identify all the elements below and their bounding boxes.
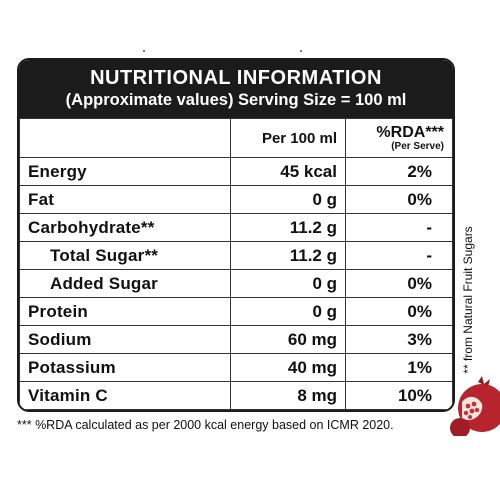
table-row: Protein 0 g 0%: [19, 297, 453, 326]
nutrient-per: 45 kcal: [230, 157, 346, 186]
label-title: NUTRITIONAL INFORMATION: [90, 67, 382, 89]
nutrient-name: Protein: [19, 297, 231, 326]
nutrient-rda: 0%: [345, 297, 453, 326]
nutrient-rda: 10%: [345, 381, 453, 410]
nutrient-name: Total Sugar**: [19, 241, 231, 270]
nutrient-per: 11.2 g: [230, 213, 346, 242]
header-per-100ml: Per 100 ml: [230, 118, 346, 158]
table-row: Total Sugar** 11.2 g -: [19, 241, 453, 270]
table-row: Carbohydrate** 11.2 g -: [19, 213, 453, 242]
speck-dot: [143, 50, 145, 52]
speck-dot: [300, 50, 302, 52]
table-row: Energy 45 kcal 2%: [19, 157, 453, 186]
nutrient-name: Energy: [19, 157, 231, 186]
nutrient-name: Added Sugar: [19, 269, 231, 298]
nutrient-name: Sodium: [19, 325, 231, 354]
nutrient-per: 0 g: [230, 269, 346, 298]
table-row: Potassium 40 mg 1%: [19, 353, 453, 382]
table-row: Added Sugar 0 g 0%: [19, 269, 453, 298]
header-rda-label: %RDA***: [376, 124, 444, 141]
nutrient-rda: 1%: [345, 353, 453, 382]
header-rda: %RDA*** (Per Serve): [345, 118, 453, 158]
label-header: NUTRITIONAL INFORMATION (Approximate val…: [19, 60, 453, 118]
rda-footnote: *** %RDA calculated as per 2000 kcal ene…: [17, 418, 394, 432]
nutrient-per: 0 g: [230, 185, 346, 214]
header-blank-cell: [19, 118, 231, 158]
nutrient-per: 0 g: [230, 297, 346, 326]
table-row: Fat 0 g 0%: [19, 185, 453, 214]
nutrient-name: Potassium: [19, 353, 231, 382]
nutrient-rda: 2%: [345, 157, 453, 186]
nutrient-rda: -: [345, 213, 453, 242]
nutrient-rda: 0%: [345, 185, 453, 214]
nutrient-rda: 0%: [345, 269, 453, 298]
label-subtitle: (Approximate values) Serving Size = 100 …: [65, 91, 407, 109]
pomegranate-icon: [450, 376, 500, 436]
table-header-row: Per 100 ml %RDA*** (Per Serve): [19, 118, 453, 158]
nutrient-name: Fat: [19, 185, 231, 214]
header-rda-sub: (Per Serve): [391, 141, 444, 152]
side-footnote: ** from Natural Fruit Sugars: [461, 226, 475, 374]
table-row: Vitamin C 8 mg 10%: [19, 381, 453, 410]
nutrient-name: Vitamin C: [19, 381, 231, 410]
nutrient-rda: -: [345, 241, 453, 270]
nutrient-name: Carbohydrate**: [19, 213, 231, 242]
nutrient-rda: 3%: [345, 325, 453, 354]
table-row: Sodium 60 mg 3%: [19, 325, 453, 354]
nutrient-per: 8 mg: [230, 381, 346, 410]
nutrition-table: Per 100 ml %RDA*** (Per Serve) Energy 45…: [19, 118, 453, 410]
nutrient-per: 40 mg: [230, 353, 346, 382]
nutrient-per: 11.2 g: [230, 241, 346, 270]
nutrition-label: NUTRITIONAL INFORMATION (Approximate val…: [17, 58, 455, 412]
nutrient-per: 60 mg: [230, 325, 346, 354]
